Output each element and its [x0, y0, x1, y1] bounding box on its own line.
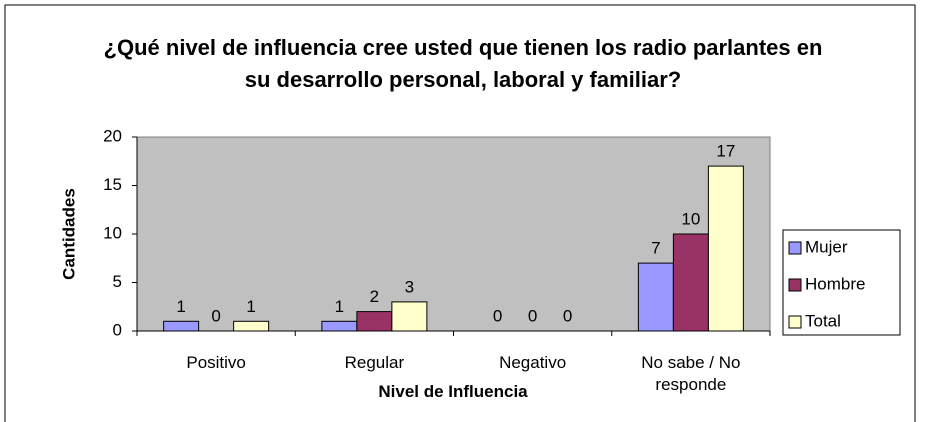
x-tick-label: No sabe / No responde: [641, 353, 741, 394]
data-label: 0: [563, 306, 572, 325]
x-tick-label: Negativo: [499, 353, 567, 372]
bar: [163, 320, 200, 332]
legend-swatch: [788, 278, 802, 292]
bar: [356, 311, 393, 332]
data-label: 1: [176, 297, 185, 316]
chart-title: ¿Qué nivel de influencia cree usted que …: [103, 35, 823, 92]
bar: [672, 233, 709, 332]
y-tick-label: 0: [113, 320, 122, 339]
bar: [321, 320, 358, 332]
x-axis-title: Nivel de Influencia: [378, 382, 528, 401]
data-label: 2: [370, 287, 379, 306]
data-label: 10: [681, 209, 700, 228]
data-label: 0: [211, 306, 220, 325]
bar: [391, 301, 428, 332]
data-label: 1: [246, 297, 255, 316]
data-label: 0: [528, 306, 537, 325]
bar: [637, 262, 674, 332]
y-tick-label: 15: [103, 175, 122, 194]
y-axis-title: Cantidades: [59, 188, 78, 280]
legend-label: Total: [805, 311, 841, 330]
legend-label: Mujer: [805, 237, 848, 256]
y-tick-label: 20: [103, 126, 122, 145]
data-label: 1: [335, 297, 344, 316]
x-tick-label: Positivo: [186, 353, 246, 372]
data-label: 17: [716, 142, 735, 161]
data-label: 7: [651, 239, 660, 258]
legend: [782, 229, 901, 336]
x-tick-label: Regular: [344, 353, 405, 372]
data-label: 0: [493, 306, 502, 325]
bar: [707, 165, 744, 332]
data-label: 3: [405, 277, 414, 296]
y-tick-label: 10: [103, 223, 122, 242]
y-tick-label: 5: [113, 272, 122, 291]
legend-swatch: [788, 241, 802, 255]
legend-swatch: [788, 315, 802, 329]
legend-label: Hombre: [805, 274, 865, 293]
bar: [233, 320, 270, 332]
